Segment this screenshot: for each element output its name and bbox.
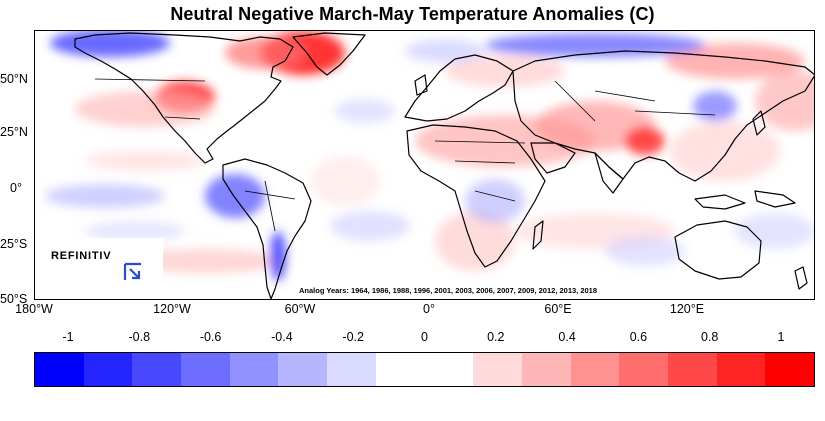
colorbar-tick-label: -0.4 [271, 330, 293, 344]
colorbar-cell [229, 353, 279, 386]
lon-label-120w: 120°W [153, 302, 191, 316]
colorbar-tick-label: 1 [777, 330, 785, 344]
refinitiv-logo-icon [123, 262, 141, 280]
coastlines [74, 32, 814, 299]
map-title: Neutral Negative March-May Temperature A… [170, 4, 655, 24]
colorbar-cell [765, 353, 814, 386]
colorbar-cell [667, 353, 717, 386]
country-borders [94, 78, 716, 232]
colorbar-cell [35, 353, 84, 386]
lat-label-50n: 50°N [0, 72, 28, 86]
colorbar-cell [619, 353, 668, 386]
refinitiv-logo: REFINITIV [45, 238, 163, 288]
colorbar-tick-label: -0.8 [128, 330, 151, 344]
colorbar-tick-label: -0.6 [199, 330, 222, 344]
lon-label-60e: 60°E [544, 302, 572, 316]
colorbar-cell [473, 353, 522, 386]
colorbar-tick-label: -1 [62, 330, 74, 344]
logo-text: REFINITIV [51, 250, 112, 262]
lon-label-0: 0° [423, 302, 435, 316]
colorbar-tick-label: 0 [421, 330, 428, 344]
colorbar-cell [716, 353, 766, 386]
colorbar-tick-label: 0.2 [487, 330, 505, 344]
colorbar-cell [327, 353, 376, 386]
colorbar-tick-label: -0.2 [342, 330, 364, 344]
colorbar-cell [570, 353, 620, 386]
colorbar-cell [521, 353, 571, 386]
colorbar [34, 352, 815, 387]
colorbar-cell [375, 353, 425, 386]
analog-years-note: Analog Years: 1964, 1986, 1988, 1996, 20… [299, 286, 598, 295]
anomaly-map: REFINITIV Analog Years: 1964, 1986, 1988… [34, 30, 815, 300]
lon-label-60w: 60°W [284, 302, 316, 316]
anomaly-map-canvas [45, 31, 814, 299]
colorbar-cell [181, 353, 230, 386]
lat-label-25n: 25°N [0, 125, 28, 139]
colorbar-cell [424, 353, 474, 386]
colorbar-tick-label: 0.4 [558, 330, 576, 344]
colorbar-tick-label: 0.6 [629, 330, 648, 344]
lon-label-180w: 180°W [15, 302, 53, 316]
colorbar-tick-label: 0.8 [700, 330, 719, 344]
lat-label-25s: 25°S [0, 237, 28, 251]
colorbar-cell [132, 353, 182, 386]
lat-label-equator: 0° [10, 181, 22, 195]
lat-label-50s: 50°S [0, 292, 28, 306]
lon-label-120e: 120°E [669, 302, 705, 316]
anomaly-shading [45, 31, 814, 281]
colorbar-cell [83, 353, 133, 386]
colorbar-cell [278, 353, 328, 386]
